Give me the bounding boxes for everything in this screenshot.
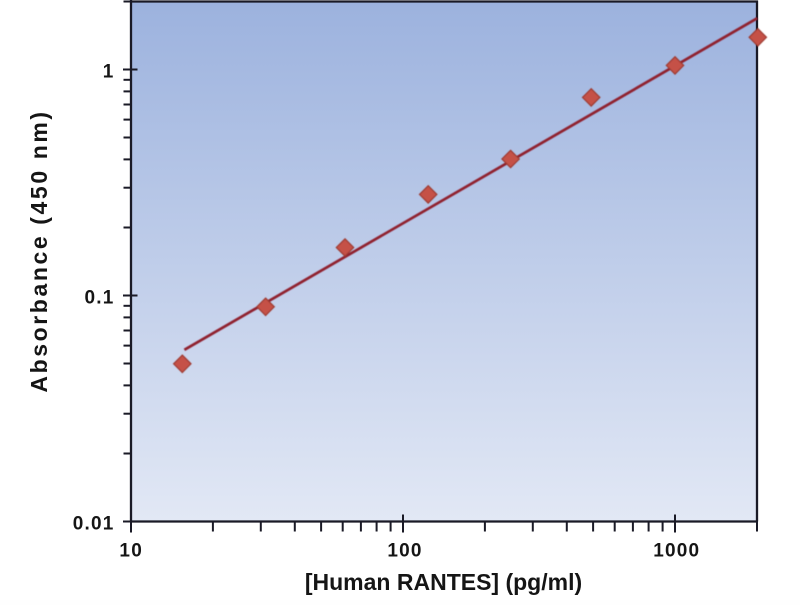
svg-text:0.01: 0.01 [73, 514, 115, 535]
svg-text:1: 1 [103, 62, 115, 83]
svg-text:10: 10 [119, 541, 143, 562]
svg-text:[Human RANTES] (pg/ml): [Human RANTES] (pg/ml) [305, 569, 582, 595]
svg-text:100: 100 [387, 541, 422, 562]
svg-text:Absorbance (450 nm): Absorbance (450 nm) [26, 109, 52, 392]
svg-text:1000: 1000 [653, 541, 700, 562]
svg-text:0.1: 0.1 [84, 288, 114, 309]
